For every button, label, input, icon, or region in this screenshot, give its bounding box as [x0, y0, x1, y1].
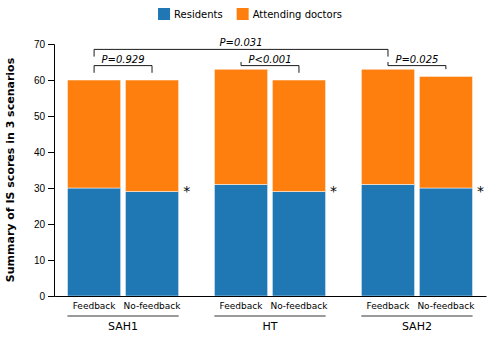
- y-tick: 40: [34, 147, 54, 158]
- p-value-label: P=0.929: [102, 54, 145, 65]
- bar: [67, 188, 120, 296]
- y-tick-label: 0: [39, 291, 45, 302]
- x-axis-line: [55, 296, 487, 297]
- y-tick: 60: [34, 75, 54, 86]
- legend-item: Attending doctors: [237, 8, 342, 20]
- y-tick-mark: [48, 80, 54, 81]
- x-tick-label: Feedback: [73, 301, 117, 311]
- y-tick-label: 20: [34, 219, 46, 230]
- group-labels: SAH1 HT SAH2: [67, 316, 472, 333]
- bar: [272, 192, 325, 296]
- bar: [214, 69, 267, 184]
- group-label: SAH1: [108, 320, 138, 333]
- legend-label: Attending doctors: [253, 9, 342, 20]
- bar: [419, 76, 472, 188]
- x-tick-label: Feedback: [220, 301, 264, 311]
- significance-star: *: [330, 183, 337, 199]
- bar: [125, 80, 178, 192]
- y-tick-mark: [48, 224, 54, 225]
- group-underline: [67, 316, 178, 317]
- x-tick-label: No-feedback: [270, 301, 328, 311]
- bar: [419, 188, 472, 296]
- plot: 010203040506070FeedbackNo-feedbackFeedba…: [4, 37, 487, 333]
- y-axis: 0 10 20 30 40 50 60 70: [34, 39, 55, 302]
- bar: [272, 80, 325, 192]
- y-tick-label: 50: [34, 111, 46, 122]
- legend-item: Residents: [158, 8, 223, 20]
- y-tick-mark: [48, 44, 54, 45]
- y-tick-mark: [48, 188, 54, 189]
- y-tick: 70: [34, 39, 54, 50]
- y-tick-mark: [48, 296, 54, 297]
- p-value-label: P=0.025: [395, 54, 438, 65]
- bar-series: [67, 184, 472, 296]
- y-tick-mark: [48, 116, 54, 117]
- x-tick-label: Feedback: [367, 301, 411, 311]
- group-label: SAH2: [402, 320, 432, 333]
- bar: [361, 184, 414, 296]
- p-value-label: P=0.031: [220, 37, 263, 48]
- annotations: P=0.929 P=0.031 P<0.001 P=0.025 * * *: [94, 37, 484, 198]
- y-tick: 10: [34, 255, 54, 266]
- y-tick: 50: [34, 111, 54, 122]
- x-tick-labels: Feedback No-feedback Feedback No-feedback Fe…: [73, 301, 476, 311]
- significance-bracket: [94, 49, 388, 56]
- bar: [67, 80, 120, 188]
- y-tick: 0: [39, 291, 54, 302]
- legend: Residents Attending doctors: [158, 8, 342, 20]
- x-axis: [55, 296, 487, 297]
- group-label: HT: [263, 320, 278, 333]
- y-tick-mark: [48, 152, 54, 153]
- significance-bracket: [94, 66, 152, 73]
- group-underline: [361, 316, 472, 317]
- legend-swatch: [237, 8, 249, 20]
- y-axis-title: Summary of IS scores in 3 scenarios: [4, 57, 17, 282]
- x-tick-label: No-feedback: [124, 301, 182, 311]
- group-underline: [214, 316, 325, 317]
- bar: [214, 184, 267, 296]
- y-tick: 20: [34, 219, 54, 230]
- bar-series: [67, 69, 472, 191]
- chart: 010203040506070FeedbackNo-feedbackFeedba…: [0, 0, 500, 348]
- legend-swatch: [158, 8, 170, 20]
- bars: [67, 69, 472, 296]
- y-axis-line: [48, 45, 55, 297]
- bar: [125, 192, 178, 296]
- bar: [361, 69, 414, 184]
- y-tick-mark: [48, 260, 54, 261]
- y-tick-label: 10: [34, 255, 46, 266]
- y-tick: 30: [34, 183, 54, 194]
- x-tick-label: No-feedback: [417, 301, 475, 311]
- legend-label: Residents: [174, 9, 223, 20]
- significance-star: *: [477, 183, 484, 199]
- significance-star: *: [183, 183, 190, 199]
- p-value-label: P<0.001: [248, 54, 291, 65]
- y-tick-label: 70: [34, 39, 46, 50]
- y-tick-label: 40: [34, 147, 46, 158]
- y-tick-label: 30: [34, 183, 46, 194]
- y-tick-label: 60: [34, 75, 46, 86]
